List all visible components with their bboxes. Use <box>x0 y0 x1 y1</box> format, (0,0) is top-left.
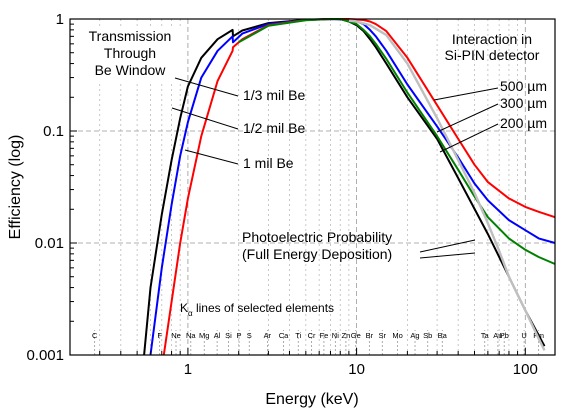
element-label: Mg <box>199 331 209 340</box>
leader-line <box>419 252 476 259</box>
element-label: Ag <box>410 331 419 340</box>
x-axis-title: Energy (keV) <box>265 391 358 408</box>
element-label: P <box>237 331 242 340</box>
element-label: S <box>247 331 252 340</box>
y-tick-label: 1 <box>56 11 64 28</box>
y-tick-label: 0.1 <box>43 123 64 140</box>
x-tick-label: 1 <box>184 361 192 378</box>
annotation-leaders <box>171 77 499 259</box>
thickness-labels: 500 µm 300 µm 200 µm <box>500 78 547 131</box>
transmission-line-2: Through <box>104 45 156 61</box>
x-tick-label: 100 <box>513 361 538 378</box>
leader-line <box>171 107 239 130</box>
leader-line <box>174 77 239 97</box>
element-label: Ti <box>295 331 301 340</box>
element-label: Zn <box>342 331 351 340</box>
be-label-third-mil: 1/3 mil Be <box>243 87 305 103</box>
element-label: Ta <box>481 331 490 340</box>
element-label: Au <box>493 331 502 340</box>
plot-frame <box>69 18 556 356</box>
y-tick-label: 0.01 <box>35 235 64 252</box>
leader-line <box>436 103 499 133</box>
interaction-line-1: Interaction in <box>452 31 532 47</box>
element-label: Pb <box>500 331 509 340</box>
element-label: Mo <box>392 331 402 340</box>
thickness-label-200: 200 µm <box>500 115 547 131</box>
element-label: Ne <box>171 331 181 340</box>
element-label: Ni <box>332 331 339 340</box>
transmission-line-1: Transmission <box>89 28 172 44</box>
be-labels: 1/3 mil Be 1/2 mil Be 1 mil Be <box>243 87 305 171</box>
element-label: F <box>157 331 162 340</box>
photo-line-2: (Full Energy Deposition) <box>242 246 392 262</box>
element-label: Fe <box>320 331 329 340</box>
thickness-label-300: 300 µm <box>500 95 547 111</box>
x-tick-label: 10 <box>348 361 365 378</box>
element-label: Ca <box>279 331 289 340</box>
element-label: C <box>92 331 98 340</box>
element-lines-title: Kα lines of selected elements <box>180 301 334 318</box>
element-label: Sr <box>379 331 387 340</box>
element-label: Ba <box>438 331 448 340</box>
leader-line <box>439 123 499 153</box>
series-line <box>348 19 546 351</box>
y-axis-title: Efficiency (log) <box>7 135 24 240</box>
transmission-line-3: Be Window <box>95 62 167 78</box>
transmission-annotation: Transmission Through Be Window <box>78 27 184 83</box>
element-label: Al <box>214 331 221 340</box>
element-label: Na <box>186 331 196 340</box>
leader-line <box>419 239 476 253</box>
element-label: Ge <box>351 331 361 340</box>
element-lines-caption: lines of selected elements <box>193 301 334 315</box>
k-symbol: K <box>180 301 188 315</box>
leader-line <box>433 87 499 101</box>
interaction-annotation: Interaction in Si-PIN detector <box>445 31 540 63</box>
element-label: Ar <box>264 331 272 340</box>
thickness-label-500: 500 µm <box>500 78 547 94</box>
element-label: Sb <box>423 331 432 340</box>
photo-line-1: Photoelectric Probability <box>242 229 392 245</box>
axis-ticks: 1 10 100 1 0.1 0.01 0.001 <box>26 11 537 378</box>
photoelectric-annotation: Photoelectric Probability (Full Energy D… <box>242 229 392 262</box>
interaction-line-2: Si-PIN detector <box>445 47 540 63</box>
element-label: Si <box>225 331 232 340</box>
y-tick-label: 0.001 <box>26 347 64 364</box>
element-label: Cr <box>308 331 316 340</box>
be-label-half-mil: 1/2 mil Be <box>243 120 305 136</box>
be-label-one-mil: 1 mil Be <box>243 155 294 171</box>
element-label: U <box>521 331 526 340</box>
leader-line <box>184 149 239 165</box>
element-label: Br <box>366 331 374 340</box>
alpha-subscript: α <box>188 309 193 318</box>
